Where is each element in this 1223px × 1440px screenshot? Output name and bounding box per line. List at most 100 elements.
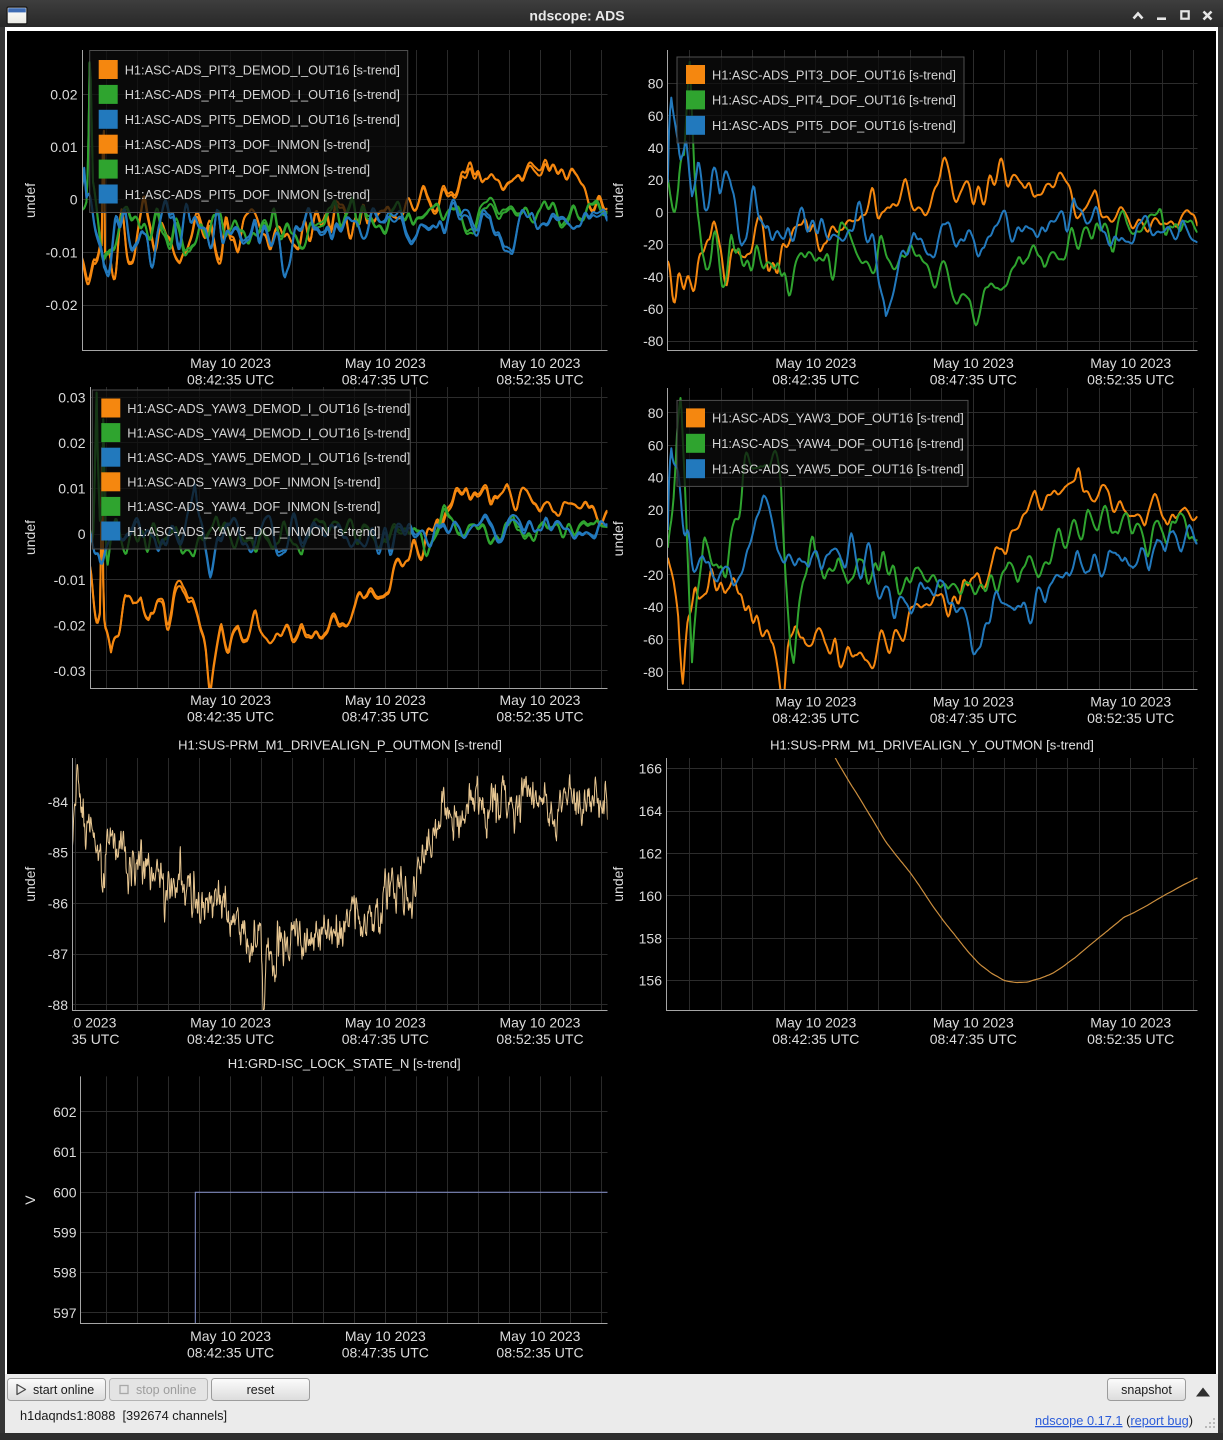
svg-text:08:47:35 UTC: 08:47:35 UTC <box>342 1344 429 1360</box>
svg-text:-20: -20 <box>643 237 663 253</box>
svg-text:08:47:35 UTC: 08:47:35 UTC <box>342 372 429 388</box>
svg-text:08:42:35 UTC: 08:42:35 UTC <box>772 1031 859 1047</box>
svg-text:599: 599 <box>53 1225 77 1241</box>
svg-text:H1:ASC-ADS_YAW5_DEMOD_I_OUT16: H1:ASC-ADS_YAW5_DEMOD_I_OUT16 [s-trend] <box>127 450 410 465</box>
svg-text:08:52:35 UTC: 08:52:35 UTC <box>1087 1031 1174 1047</box>
svg-text:-87: -87 <box>48 946 68 962</box>
svg-text:May 10 2023: May 10 2023 <box>190 1328 271 1344</box>
svg-text:May 10 2023: May 10 2023 <box>345 355 426 371</box>
svg-text:08:52:35 UTC: 08:52:35 UTC <box>496 1031 583 1047</box>
svg-text:08:52:35 UTC: 08:52:35 UTC <box>496 372 583 388</box>
svg-text:-0.02: -0.02 <box>46 297 78 313</box>
svg-text:08:37:35 UTC: 08:37:35 UTC <box>32 1031 119 1047</box>
svg-text:H1:ASC-ADS_PIT4_DOF_INMON [s-t: H1:ASC-ADS_PIT4_DOF_INMON [s-trend] <box>125 162 370 177</box>
svg-text:H1:ASC-ADS_YAW3_DEMOD_I_OUT16: H1:ASC-ADS_YAW3_DEMOD_I_OUT16 [s-trend] <box>127 401 410 416</box>
svg-text:162: 162 <box>639 846 663 862</box>
svg-text:08:52:35 UTC: 08:52:35 UTC <box>1087 372 1174 388</box>
svg-text:0: 0 <box>78 526 86 542</box>
svg-text:160: 160 <box>639 888 663 904</box>
svg-text:08:42:35 UTC: 08:42:35 UTC <box>187 1031 274 1047</box>
svg-text:08:52:35 UTC: 08:52:35 UTC <box>496 709 583 725</box>
svg-text:0: 0 <box>656 534 664 550</box>
svg-text:undef: undef <box>22 183 38 218</box>
svg-text:602: 602 <box>53 1104 77 1120</box>
svg-text:H1:ASC-ADS_YAW4_DOF_OUT16 [s-t: H1:ASC-ADS_YAW4_DOF_OUT16 [s-trend] <box>712 436 964 451</box>
svg-text:08:42:35 UTC: 08:42:35 UTC <box>187 709 274 725</box>
svg-text:40: 40 <box>648 140 664 156</box>
svg-text:-20: -20 <box>643 567 663 583</box>
svg-text:-80: -80 <box>643 333 663 349</box>
svg-text:H1:ASC-ADS_YAW5_DOF_OUT16 [s-t: H1:ASC-ADS_YAW5_DOF_OUT16 [s-trend] <box>712 462 964 477</box>
svg-text:08:42:35 UTC: 08:42:35 UTC <box>187 372 274 388</box>
svg-text:H1:SUS-PRM_M1_DRIVEALIGN_Y_OUT: H1:SUS-PRM_M1_DRIVEALIGN_Y_OUTMON [s-tre… <box>770 738 1094 753</box>
svg-text:158: 158 <box>639 930 663 946</box>
svg-text:-88: -88 <box>48 997 68 1013</box>
svg-text:May 10 2023: May 10 2023 <box>1090 1015 1171 1031</box>
svg-text:80: 80 <box>648 76 664 92</box>
svg-text:undef: undef <box>22 520 38 555</box>
svg-text:H1:GRD-ISC_LOCK_STATE_N [s-tre: H1:GRD-ISC_LOCK_STATE_N [s-trend] <box>228 1056 461 1071</box>
svg-text:601: 601 <box>53 1144 77 1160</box>
svg-text:-80: -80 <box>643 664 663 680</box>
svg-text:H1:ASC-ADS_YAW5_DOF_INMON [s-t: H1:ASC-ADS_YAW5_DOF_INMON [s-trend] <box>127 524 380 539</box>
svg-text:May 10 2023: May 10 2023 <box>190 355 271 371</box>
svg-text:May 10 2023: May 10 2023 <box>345 1328 426 1344</box>
svg-text:May 10 2023: May 10 2023 <box>190 1015 271 1031</box>
svg-text:undef: undef <box>610 183 626 218</box>
svg-text:V: V <box>22 1195 38 1205</box>
svg-text:H1:ASC-ADS_PIT5_DOF_OUT16 [s-t: H1:ASC-ADS_PIT5_DOF_OUT16 [s-trend] <box>712 118 956 133</box>
svg-text:-40: -40 <box>643 599 663 615</box>
svg-text:-85: -85 <box>48 845 68 861</box>
svg-text:H1:ASC-ADS_PIT3_DEMOD_I_OUT16: H1:ASC-ADS_PIT3_DEMOD_I_OUT16 [s-trend] <box>125 62 400 77</box>
svg-text:h1daqnds1:8088 [392674 channe: h1daqnds1:8088 [392674 channels] <box>20 1408 227 1423</box>
svg-text:0.02: 0.02 <box>50 86 77 102</box>
svg-text:H1:SUS-PRM_M1_DRIVEALIGN_P_OUT: H1:SUS-PRM_M1_DRIVEALIGN_P_OUTMON [s-tre… <box>178 738 502 753</box>
svg-text:May 10 2023: May 10 2023 <box>500 1328 581 1344</box>
svg-text:-84: -84 <box>48 794 68 810</box>
svg-text:H1:ASC-ADS_YAW4_DEMOD_I_OUT16: H1:ASC-ADS_YAW4_DEMOD_I_OUT16 [s-trend] <box>127 425 410 440</box>
svg-text:80: 80 <box>648 405 664 421</box>
svg-text:May 10 2023: May 10 2023 <box>35 1015 116 1031</box>
svg-text:ndscope 0.17.1 (report bug): ndscope 0.17.1 (report bug) <box>1035 1413 1193 1428</box>
svg-text:stop online: stop online <box>136 1383 197 1397</box>
svg-text:08:42:35 UTC: 08:42:35 UTC <box>187 1344 274 1360</box>
svg-text:-0.02: -0.02 <box>54 617 86 633</box>
svg-text:-0.01: -0.01 <box>54 572 86 588</box>
svg-text:08:47:35 UTC: 08:47:35 UTC <box>342 709 429 725</box>
svg-text:May 10 2023: May 10 2023 <box>775 355 856 371</box>
svg-text:undef: undef <box>610 521 626 556</box>
svg-text:H1:ASC-ADS_YAW3_DOF_OUT16 [s-t: H1:ASC-ADS_YAW3_DOF_OUT16 [s-trend] <box>712 411 964 426</box>
svg-text:May 10 2023: May 10 2023 <box>345 692 426 708</box>
svg-text:0: 0 <box>656 204 664 220</box>
svg-text:H1:ASC-ADS_PIT3_DOF_INMON [s-t: H1:ASC-ADS_PIT3_DOF_INMON [s-trend] <box>125 137 370 152</box>
svg-text:H1:ASC-ADS_PIT4_DOF_OUT16 [s-t: H1:ASC-ADS_PIT4_DOF_OUT16 [s-trend] <box>712 93 956 108</box>
svg-text:-40: -40 <box>643 269 663 285</box>
svg-text:H1:ASC-ADS_YAW3_DOF_INMON [s-t: H1:ASC-ADS_YAW3_DOF_INMON [s-trend] <box>127 475 380 490</box>
svg-text:-0.01: -0.01 <box>46 244 78 260</box>
svg-text:start online: start online <box>33 1383 94 1397</box>
svg-text:-60: -60 <box>643 301 663 317</box>
svg-text:May 10 2023: May 10 2023 <box>345 1015 426 1031</box>
svg-text:H1:ASC-ADS_PIT4_DEMOD_I_OUT16: H1:ASC-ADS_PIT4_DEMOD_I_OUT16 [s-trend] <box>125 87 400 102</box>
svg-text:May 10 2023: May 10 2023 <box>775 694 856 710</box>
svg-text:08:47:35 UTC: 08:47:35 UTC <box>930 372 1017 388</box>
svg-text:08:42:35 UTC: 08:42:35 UTC <box>772 710 859 726</box>
svg-text:600: 600 <box>53 1184 77 1200</box>
svg-text:May 10 2023: May 10 2023 <box>933 355 1014 371</box>
svg-text:0.01: 0.01 <box>58 481 85 497</box>
svg-text:May 10 2023: May 10 2023 <box>775 1015 856 1031</box>
svg-text:-60: -60 <box>643 632 663 648</box>
svg-text:H1:ASC-ADS_PIT5_DOF_INMON [s-t: H1:ASC-ADS_PIT5_DOF_INMON [s-trend] <box>125 187 370 202</box>
svg-text:undef: undef <box>22 867 38 902</box>
svg-text:166: 166 <box>639 761 663 777</box>
svg-text:40: 40 <box>648 470 664 486</box>
svg-text:598: 598 <box>53 1265 77 1281</box>
svg-text:08:42:35 UTC: 08:42:35 UTC <box>772 372 859 388</box>
svg-text:snapshot: snapshot <box>1121 1383 1172 1397</box>
svg-text:20: 20 <box>648 172 664 188</box>
svg-text:156: 156 <box>639 973 663 989</box>
svg-text:May 10 2023: May 10 2023 <box>1090 355 1171 371</box>
svg-text:reset: reset <box>247 1383 275 1397</box>
svg-text:ndscope: ADS: ndscope: ADS <box>529 8 624 24</box>
svg-text:undef: undef <box>610 867 626 902</box>
